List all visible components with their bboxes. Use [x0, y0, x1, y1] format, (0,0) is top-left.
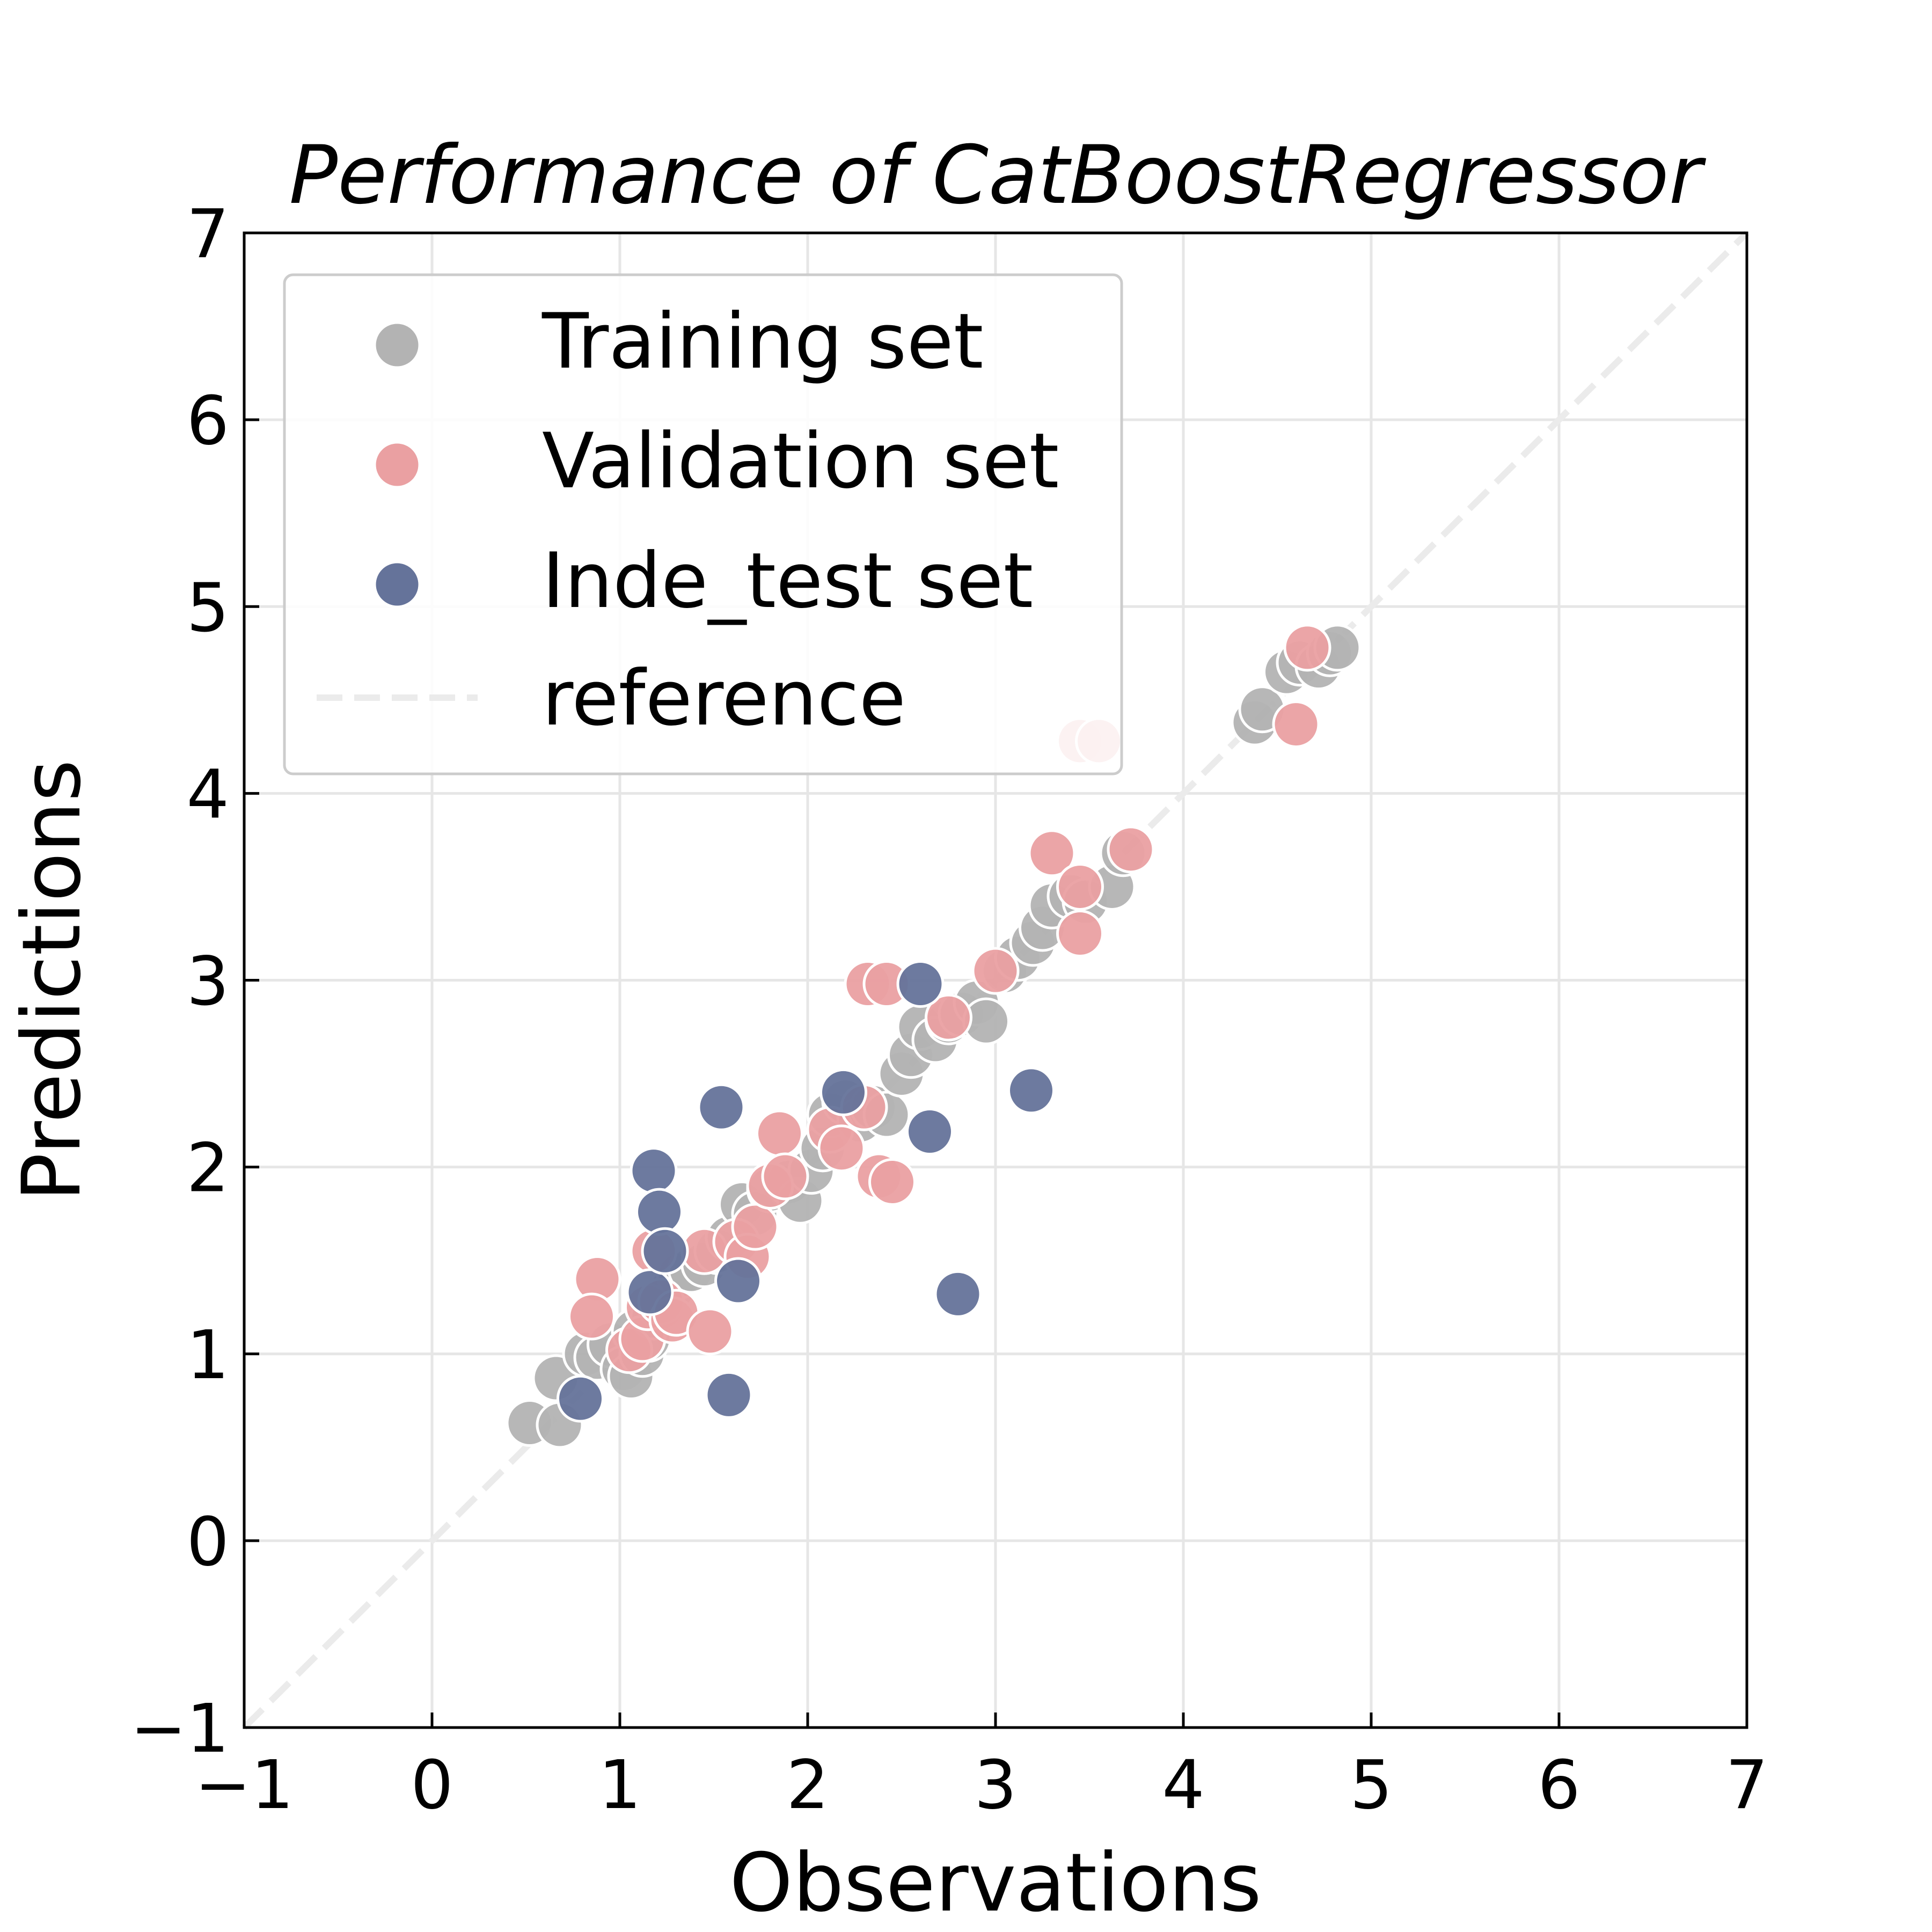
y-tick-label: 1: [186, 1316, 229, 1394]
x-tick-label: 5: [1350, 1746, 1393, 1824]
validation-point: [1272, 700, 1320, 749]
validation-point: [1056, 909, 1104, 957]
y-tick-label: 5: [186, 569, 229, 647]
inde-test-point: [697, 1083, 745, 1131]
validation-point: [761, 1152, 809, 1201]
validation-point: [868, 1158, 916, 1206]
validation-point: [731, 1203, 779, 1251]
validation-point: [756, 1109, 803, 1158]
y-axis-title: Predictions: [5, 759, 99, 1201]
x-axis-title: Observations: [729, 1836, 1262, 1930]
validation-point: [817, 1124, 866, 1173]
inde-test-point: [896, 960, 945, 1008]
x-tick-label: 7: [1725, 1746, 1768, 1824]
y-tick-label: 2: [186, 1130, 229, 1208]
legend-marker-training: [373, 321, 421, 369]
inde-test-point: [635, 1188, 683, 1236]
x-tick-label: 0: [411, 1746, 453, 1824]
legend-label-inde-test: Inde_test set: [542, 537, 1033, 625]
legend-label-reference: reference: [542, 654, 906, 743]
legend-marker-inde-test: [373, 560, 421, 609]
legend: Training set Validation set Inde_test se…: [283, 273, 1123, 775]
validation-point: [971, 947, 1020, 995]
legend-marker-validation: [373, 441, 421, 489]
x-tick-label: 6: [1538, 1746, 1580, 1824]
y-tick-label: −1: [130, 1690, 229, 1768]
y-tick-label: 3: [186, 943, 229, 1021]
validation-point: [1107, 825, 1155, 874]
legend-box: [283, 273, 1123, 775]
validation-point: [568, 1292, 616, 1341]
validation-point: [925, 993, 972, 1042]
validation-point: [1028, 829, 1076, 877]
inde-test-point: [705, 1371, 753, 1419]
inde-test-point: [819, 1068, 867, 1116]
validation-point: [1283, 624, 1331, 672]
x-tick-label: 3: [974, 1746, 1017, 1824]
x-tick-label: 1: [598, 1746, 641, 1824]
inde-test-point: [934, 1270, 982, 1318]
x-tick-label: 2: [786, 1746, 829, 1824]
validation-point: [1056, 862, 1104, 911]
y-tick-label: 4: [186, 756, 229, 833]
inde-test-point: [626, 1268, 674, 1316]
x-tick-label: −1: [195, 1746, 294, 1824]
validation-point: [686, 1307, 734, 1356]
legend-label-training: Training set: [541, 297, 983, 386]
inde-test-point: [714, 1257, 762, 1305]
chart-title: Performance of CatBoostRegressor: [289, 129, 1707, 222]
y-tick-label: 7: [186, 195, 229, 273]
inde-test-point: [1007, 1066, 1055, 1115]
inde-test-point: [557, 1374, 604, 1423]
inde-test-point: [906, 1107, 954, 1155]
axis-ticks: −1−1 0 0 1 1 2 2 3 3 4 4 5 5 6 6 7 7: [130, 195, 1768, 1824]
y-tick-label: 0: [186, 1503, 229, 1581]
y-tick-label: 6: [186, 382, 229, 460]
x-tick-label: 4: [1162, 1746, 1205, 1824]
inde-test-point: [630, 1147, 678, 1195]
inde-test-point: [641, 1227, 689, 1275]
legend-label-validation: Validation set: [542, 417, 1059, 506]
